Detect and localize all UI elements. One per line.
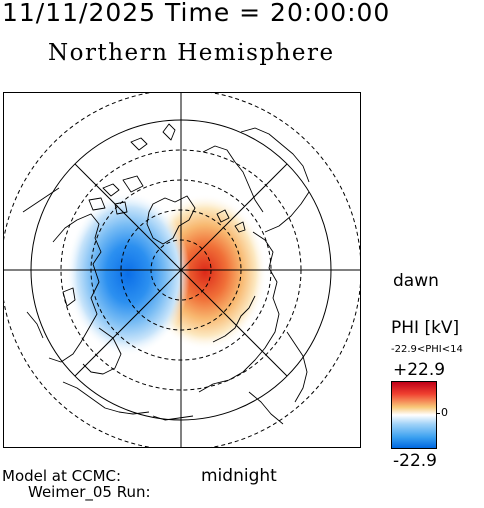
colorbar-zero-label: 0 [441,406,448,419]
colorbar-min-label: -22.9 [393,451,437,471]
model-label: Model at CCMC: [2,467,122,485]
map-frame [3,92,361,448]
colorbar [391,381,437,449]
meridian-diagonal-2 [74,163,288,377]
run-label: Weimer_05 Run: [28,483,151,501]
hemisphere-title: Northern Hemisphere [48,40,335,66]
colorbar-zero-tick [436,413,440,414]
date-time-title: 11/11/2025 Time = 20:00:00 [2,0,391,27]
midnight-label: midnight [201,466,277,486]
polar-potential-map [3,92,361,448]
colorbar-range-text: -22.9<PHI<14 [391,344,463,355]
colorbar-max-label: +22.9 [393,360,446,380]
dawn-label: dawn [393,271,439,291]
negative-potential-cell [66,192,190,356]
colorbar-title: PHI [kV] [391,318,460,338]
